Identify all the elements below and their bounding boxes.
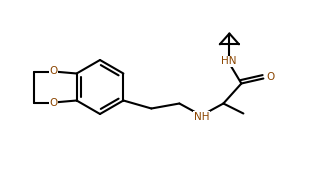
Text: O: O	[266, 73, 275, 82]
Text: HN: HN	[221, 56, 236, 67]
Text: O: O	[49, 67, 58, 76]
Text: O: O	[49, 98, 58, 107]
Text: NH: NH	[193, 112, 209, 121]
